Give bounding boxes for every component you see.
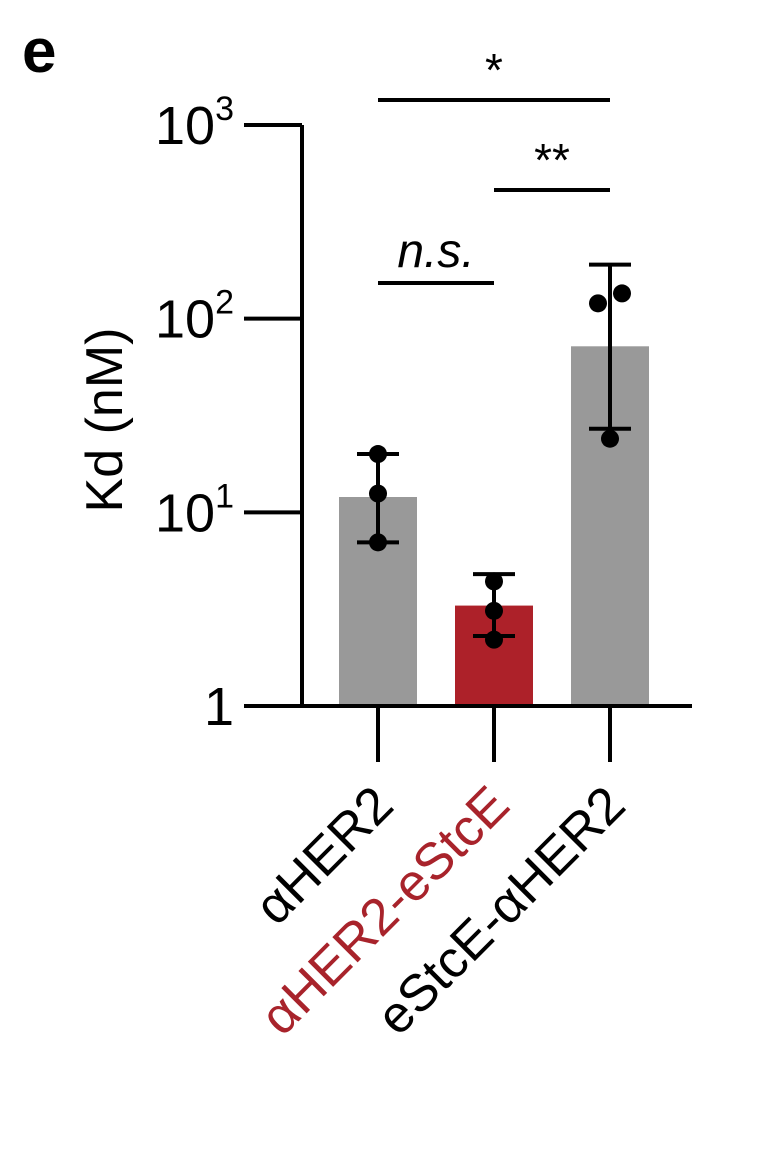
y-ticks-group: 1 101 102 103 <box>155 90 302 737</box>
panel-label: e <box>22 17 56 86</box>
data-point-1-1 <box>485 601 503 620</box>
y-tick-label-0: 1 <box>204 677 234 737</box>
data-point-0-1 <box>369 484 387 503</box>
data-point-2-0 <box>601 429 619 448</box>
sig-label-1: ** <box>534 134 570 186</box>
significance-group: n.s.*** <box>378 44 610 285</box>
data-point-0-0 <box>369 533 387 552</box>
data-point-0-2 <box>369 445 387 464</box>
data-point-1-2 <box>485 572 503 591</box>
axes-group <box>244 125 692 708</box>
data-point-1-0 <box>485 630 503 649</box>
sig-label-0: n.s. <box>397 225 474 278</box>
y-tick-label-2: 102 <box>155 284 234 350</box>
sig-label-2: * <box>485 44 503 96</box>
y-tick-label-1: 101 <box>155 477 234 543</box>
y-axis-label: Kd (nM) <box>76 328 134 513</box>
points-group <box>369 284 631 649</box>
y-tick-label-3: 103 <box>155 90 234 156</box>
bars-group <box>339 346 649 706</box>
data-point-2-1 <box>589 294 607 313</box>
data-point-2-2 <box>613 284 631 303</box>
